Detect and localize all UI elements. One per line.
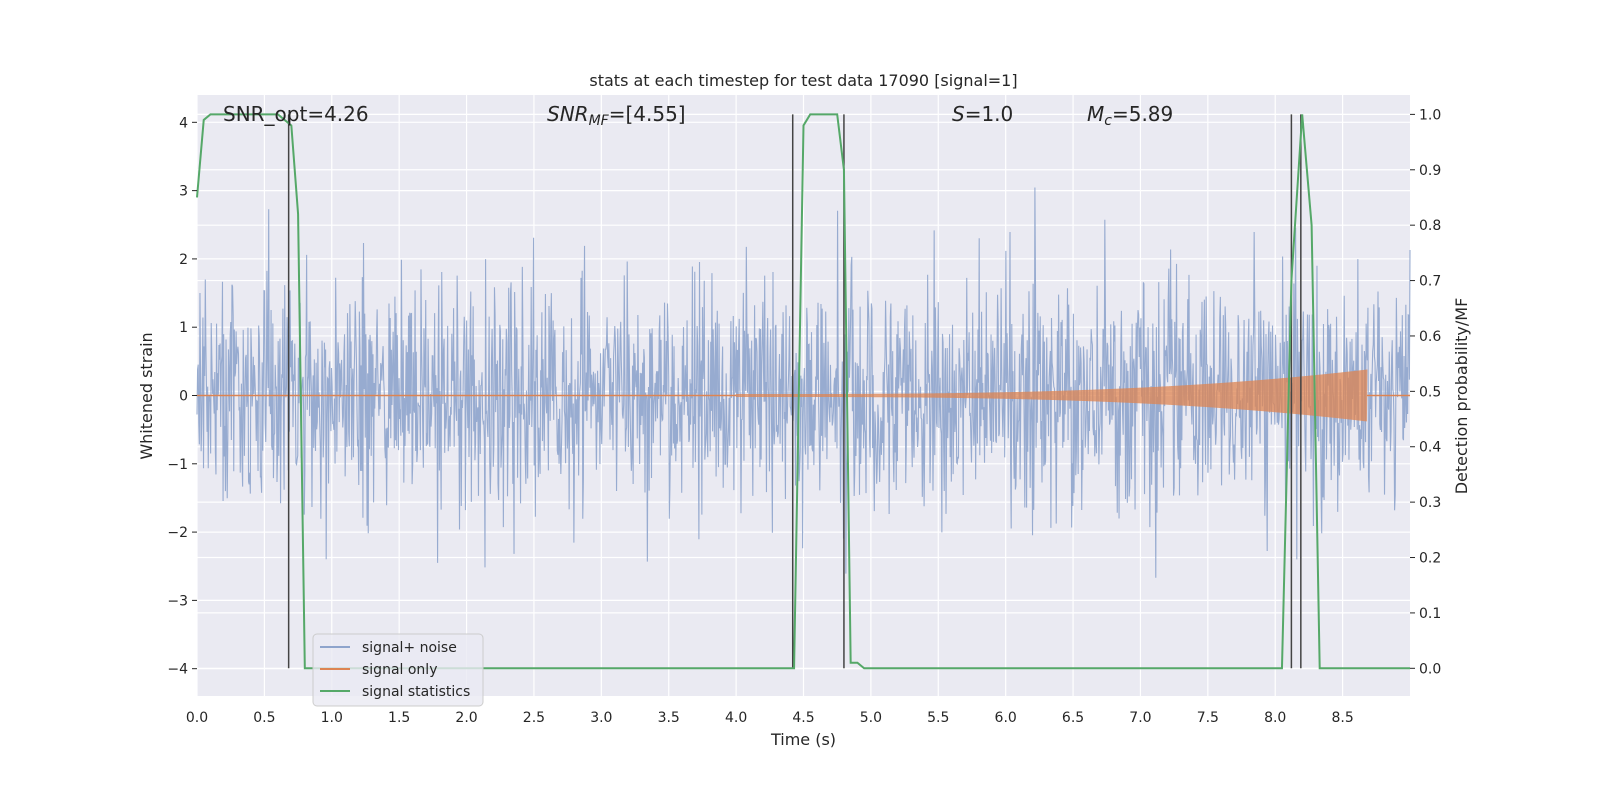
annotation-mc: Mc=5.89 <box>1087 102 1173 129</box>
x-tick-label: 7.0 <box>1129 710 1151 726</box>
x-tick-label: 3.0 <box>590 710 612 726</box>
legend-label-signal-statistics: signal statistics <box>362 684 470 700</box>
y-tick-label: 1 <box>179 320 188 336</box>
legend: signal+ noise signal only signal statist… <box>312 633 484 707</box>
y-right-tick-label: 0.3 <box>1419 495 1441 511</box>
annotation-snr-opt: SNR_opt=4.26 <box>223 102 369 126</box>
y-right-tick-label: 0.2 <box>1419 551 1441 567</box>
x-tick-label: 5.5 <box>927 710 949 726</box>
y-right-tick-label: 0.6 <box>1419 329 1441 345</box>
y-axis-label-right: Detection probability/MF <box>1452 298 1471 495</box>
annotation-s: S=1.0 <box>952 102 1013 126</box>
y-right-tick-label: 0.7 <box>1419 274 1441 290</box>
x-tick-label: 2.0 <box>455 710 477 726</box>
series-line-signal-statistics <box>196 113 1410 670</box>
y-tick-label: 0 <box>179 389 188 405</box>
series-signal-noise <box>196 187 1411 578</box>
x-tick-label: 5.0 <box>860 710 882 726</box>
x-ticks: 0.0 0.5 1.0 1.5 2.0 2.5 3.0 3.5 4.0 4.5 5.0 5.5 6.0 6… <box>186 710 1354 726</box>
x-tick-label: 3.5 <box>658 710 680 726</box>
x-tick-label: 4.5 <box>792 710 814 726</box>
y-tick-label: −3 <box>167 593 188 609</box>
y-right-tick-label: 0.8 <box>1419 218 1441 234</box>
y-ticks-right: 0.0 0.1 0.2 0.3 0.4 0.5 0.6 0.7 0.8 0.9 1.0 <box>1410 107 1441 677</box>
x-tick-label: 1.0 <box>321 710 343 726</box>
y-tick-label: 3 <box>179 184 188 200</box>
annotations: SNR_opt=4.26 SNRMF=[4.55] S=1.0 Mc=5.89 <box>223 102 1173 129</box>
y-tick-label: 2 <box>179 252 188 268</box>
legend-label-signal-noise: signal+ noise <box>362 640 457 656</box>
x-tick-label: 8.5 <box>1331 710 1353 726</box>
y-tick-label: −4 <box>167 662 188 678</box>
y-tick-label: −2 <box>167 525 188 541</box>
annotation-snr-mf: SNRMF=[4.55] <box>547 102 686 129</box>
series-signal-statistics <box>196 113 1410 670</box>
y-axis-label-left: Whitened strain <box>137 332 156 459</box>
y-right-tick-label: 1.0 <box>1419 107 1441 123</box>
y-tick-label: −1 <box>167 457 188 473</box>
x-tick-label: 6.5 <box>1062 710 1084 726</box>
series-signal-only <box>197 369 1410 422</box>
y-right-tick-label: 0.0 <box>1419 661 1441 677</box>
series-line-signal-only <box>735 369 1368 422</box>
y-right-tick-label: 0.5 <box>1419 384 1441 400</box>
series-line-signal-noise <box>196 187 1411 578</box>
x-tick-label: 7.5 <box>1197 710 1219 726</box>
chart-title: stats at each timestep for test data 170… <box>589 71 1017 90</box>
x-axis-label: Time (s) <box>770 730 836 749</box>
y-ticks-left: −4 −3 −2 −1 0 1 2 3 4 <box>167 115 197 678</box>
x-tick-label: 0.0 <box>186 710 208 726</box>
legend-label-signal-only: signal only <box>362 662 437 678</box>
legend-box <box>312 633 484 707</box>
x-tick-label: 0.5 <box>253 710 275 726</box>
y-right-tick-label: 0.1 <box>1419 606 1441 622</box>
x-tick-label: 2.5 <box>523 710 545 726</box>
x-tick-label: 1.5 <box>388 710 410 726</box>
vertical-markers <box>287 114 1302 669</box>
x-tick-label: 4.0 <box>725 710 747 726</box>
y-right-tick-label: 0.4 <box>1419 440 1441 456</box>
x-tick-label: 6.0 <box>995 710 1017 726</box>
y-right-tick-label: 0.9 <box>1419 163 1441 179</box>
y-tick-label: 4 <box>179 115 188 131</box>
x-tick-label: 8.0 <box>1264 710 1286 726</box>
